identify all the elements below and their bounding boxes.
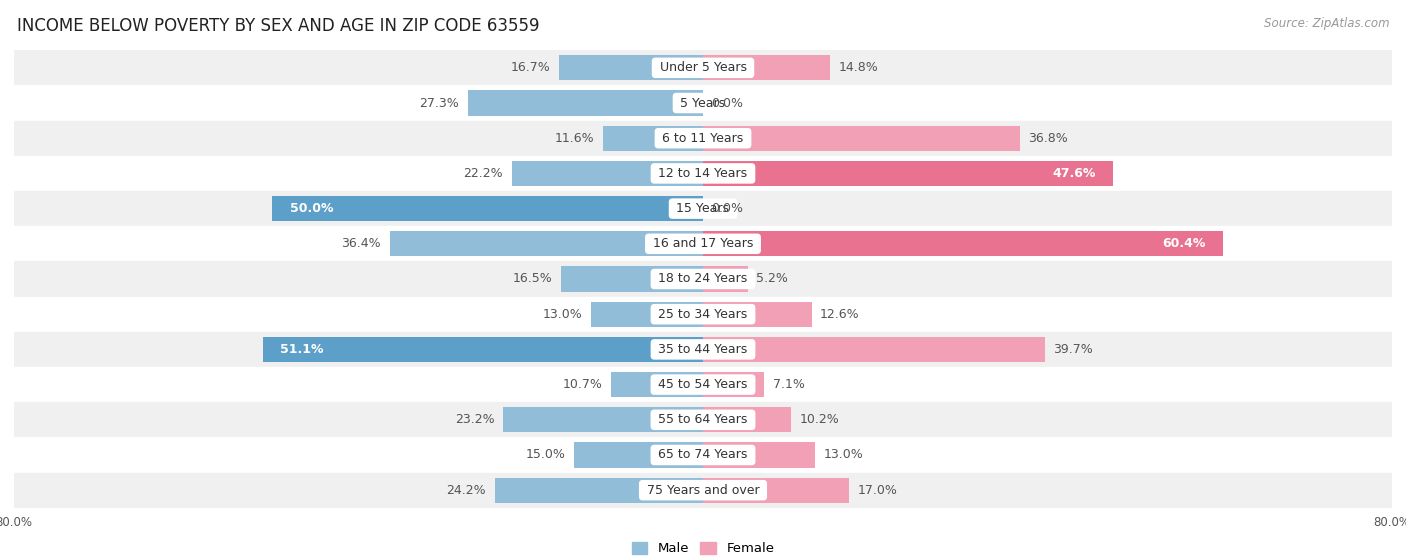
Text: 12 to 14 Years: 12 to 14 Years [654, 167, 752, 180]
Text: 5.2%: 5.2% [756, 272, 789, 286]
Bar [14, 367, 1392, 402]
Bar [703, 231, 1223, 257]
Text: 11.6%: 11.6% [555, 132, 595, 145]
Bar [703, 266, 748, 292]
Bar [703, 126, 1019, 151]
Text: 13.0%: 13.0% [824, 449, 863, 461]
Bar [14, 226, 1392, 261]
Bar [495, 478, 703, 503]
Bar [703, 336, 1045, 362]
Text: 60.4%: 60.4% [1163, 237, 1206, 251]
Text: Source: ZipAtlas.com: Source: ZipAtlas.com [1264, 17, 1389, 30]
Bar [703, 372, 763, 397]
Text: 47.6%: 47.6% [1052, 167, 1095, 180]
Text: 10.7%: 10.7% [562, 378, 602, 391]
Text: 36.4%: 36.4% [342, 237, 381, 251]
Text: 65 to 74 Years: 65 to 74 Years [654, 449, 752, 461]
Text: 7.1%: 7.1% [773, 378, 804, 391]
Text: 45 to 54 Years: 45 to 54 Years [654, 378, 752, 391]
Bar [468, 90, 703, 116]
Text: 55 to 64 Years: 55 to 64 Years [654, 413, 752, 426]
Text: 6 to 11 Years: 6 to 11 Years [658, 132, 748, 145]
Text: 13.0%: 13.0% [543, 307, 582, 321]
Text: 5 Years: 5 Years [676, 97, 730, 109]
Bar [389, 231, 703, 257]
Bar [273, 196, 703, 222]
Text: INCOME BELOW POVERTY BY SEX AND AGE IN ZIP CODE 63559: INCOME BELOW POVERTY BY SEX AND AGE IN Z… [17, 17, 540, 35]
Bar [561, 266, 703, 292]
Bar [610, 372, 703, 397]
Bar [263, 336, 703, 362]
Text: 25 to 34 Years: 25 to 34 Years [654, 307, 752, 321]
Text: Under 5 Years: Under 5 Years [655, 61, 751, 74]
Bar [560, 55, 703, 80]
Bar [14, 437, 1392, 473]
Text: 17.0%: 17.0% [858, 484, 898, 497]
Text: 12.6%: 12.6% [820, 307, 859, 321]
Text: 50.0%: 50.0% [290, 202, 333, 215]
Text: 15 Years: 15 Years [672, 202, 734, 215]
Legend: Male, Female: Male, Female [626, 537, 780, 558]
Bar [703, 442, 815, 468]
Bar [14, 261, 1392, 297]
Bar [14, 121, 1392, 156]
Bar [703, 407, 790, 432]
Text: 14.8%: 14.8% [839, 61, 879, 74]
Bar [703, 55, 831, 80]
Text: 24.2%: 24.2% [446, 484, 486, 497]
Text: 10.2%: 10.2% [800, 413, 839, 426]
Bar [14, 297, 1392, 332]
Text: 15.0%: 15.0% [526, 449, 565, 461]
Bar [14, 50, 1392, 85]
Text: 51.1%: 51.1% [280, 343, 323, 356]
Text: 27.3%: 27.3% [419, 97, 460, 109]
Text: 16.5%: 16.5% [513, 272, 553, 286]
Text: 16 and 17 Years: 16 and 17 Years [648, 237, 758, 251]
Text: 0.0%: 0.0% [711, 97, 744, 109]
Bar [14, 402, 1392, 437]
Text: 75 Years and over: 75 Years and over [643, 484, 763, 497]
Text: 39.7%: 39.7% [1053, 343, 1094, 356]
Bar [603, 126, 703, 151]
Bar [14, 191, 1392, 226]
Text: 18 to 24 Years: 18 to 24 Years [654, 272, 752, 286]
Text: 22.2%: 22.2% [464, 167, 503, 180]
Bar [703, 161, 1114, 186]
Text: 23.2%: 23.2% [456, 413, 495, 426]
Bar [503, 407, 703, 432]
Bar [591, 301, 703, 327]
Text: 0.0%: 0.0% [711, 202, 744, 215]
Text: 36.8%: 36.8% [1029, 132, 1069, 145]
Text: 16.7%: 16.7% [510, 61, 551, 74]
Bar [703, 301, 811, 327]
Text: 35 to 44 Years: 35 to 44 Years [654, 343, 752, 356]
Bar [703, 478, 849, 503]
Bar [512, 161, 703, 186]
Bar [14, 473, 1392, 508]
Bar [14, 332, 1392, 367]
Bar [14, 156, 1392, 191]
Bar [14, 85, 1392, 121]
Bar [574, 442, 703, 468]
